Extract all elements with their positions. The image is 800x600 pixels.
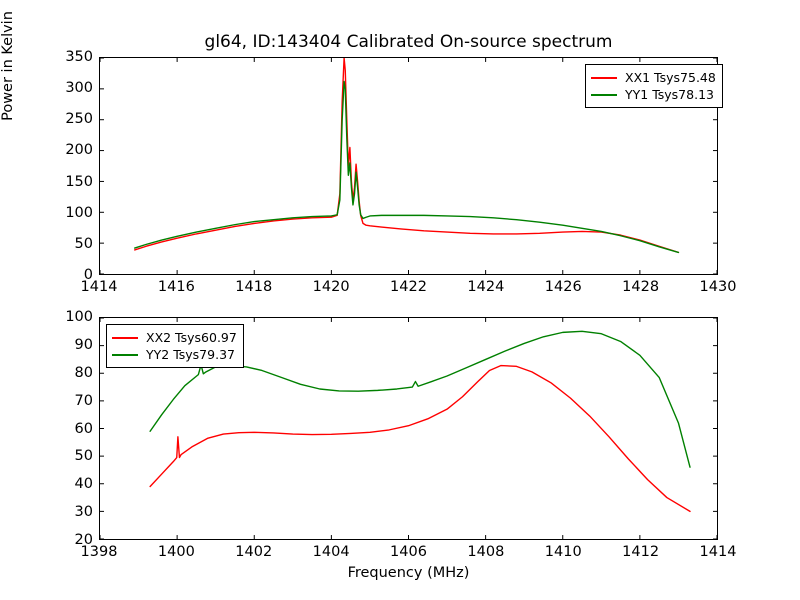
bottom-panel-canvas xyxy=(100,318,717,539)
top-ytick-label: 200 xyxy=(65,142,93,159)
bottom-ytick-label: 100 xyxy=(65,309,93,325)
bottom-xtick-label: 1412 xyxy=(622,544,660,560)
bottom-ytick-label: 50 xyxy=(74,448,93,465)
page-title: gl64, ID:143404 Calibrated On-source spe… xyxy=(204,32,613,52)
series-line-yy2 xyxy=(149,330,691,468)
bottom-ytick-label: 80 xyxy=(74,364,93,381)
bottom-xtick-label: 1400 xyxy=(157,544,195,560)
bottom-ytick-label: 70 xyxy=(74,392,93,409)
top-xtick-label: 1424 xyxy=(467,279,505,295)
top-panel-canvas xyxy=(100,58,717,274)
bottom-panel-legend: XX2 Tsys60.97 YY2 Tsys79.37 xyxy=(106,324,244,368)
bottom-ytick-label: 40 xyxy=(74,476,93,493)
legend-item: XX1 Tsys75.48 xyxy=(591,69,716,86)
bottom-xtick-label: 1414 xyxy=(699,544,737,560)
top-panel-legend: XX1 Tsys75.48 YY1 Tsys78.13 xyxy=(585,64,723,108)
top-ytick-label: 300 xyxy=(65,80,93,97)
series-line-yy1 xyxy=(134,80,680,254)
legend-item: YY2 Tsys79.37 xyxy=(112,346,237,363)
legend-swatch-xx2 xyxy=(112,336,138,339)
bottom-xtick-label: 1408 xyxy=(467,544,505,560)
legend-swatch-yy2 xyxy=(112,353,138,356)
legend-item: XX2 Tsys60.97 xyxy=(112,329,237,346)
legend-label-xx2: XX2 Tsys60.97 xyxy=(146,330,237,345)
bottom-xtick-label: 1406 xyxy=(390,544,427,560)
legend-label-xx1: XX1 Tsys75.48 xyxy=(625,70,716,85)
top-ytick-label: 150 xyxy=(65,173,93,190)
legend-label-yy1: YY1 Tsys78.13 xyxy=(625,87,714,102)
top-xtick-label: 1422 xyxy=(390,279,427,295)
top-ytick-label: 250 xyxy=(65,111,93,128)
top-xtick-label: 1430 xyxy=(699,279,737,295)
legend-swatch-yy1 xyxy=(591,93,617,96)
top-ytick-label: 0 xyxy=(83,267,93,283)
top-ytick-label: 350 xyxy=(65,49,93,65)
top-xtick-label: 1418 xyxy=(235,279,273,295)
top-panel-y-axis-label: Power in Kelvin xyxy=(0,11,16,121)
top-ytick-label: 50 xyxy=(74,235,93,252)
bottom-ytick-label: 90 xyxy=(74,336,93,353)
bottom-ytick-label: 20 xyxy=(74,532,93,548)
top-xtick-label: 1416 xyxy=(157,279,195,295)
top-xtick-label: 1428 xyxy=(622,279,660,295)
top-xtick-label: 1420 xyxy=(312,279,350,295)
legend-label-yy2: YY2 Tsys79.37 xyxy=(146,347,235,362)
bottom-ytick-label: 60 xyxy=(74,420,93,437)
bottom-xtick-label: 1398 xyxy=(80,544,118,560)
bottom-ytick-label: 30 xyxy=(74,504,93,521)
top-ytick-label: 100 xyxy=(65,204,93,221)
bottom-xtick-label: 1402 xyxy=(235,544,273,560)
legend-swatch-xx1 xyxy=(591,76,617,79)
bottom-panel-x-axis-label: Frequency (MHz) xyxy=(347,565,470,581)
top-xtick-label: 1426 xyxy=(544,279,582,295)
bottom-xtick-label: 1404 xyxy=(312,544,350,560)
top-xtick-label: 1414 xyxy=(80,279,118,295)
bottom-xtick-label: 1410 xyxy=(544,544,582,560)
legend-item: YY1 Tsys78.13 xyxy=(591,86,716,103)
series-line-xx2 xyxy=(149,364,691,513)
